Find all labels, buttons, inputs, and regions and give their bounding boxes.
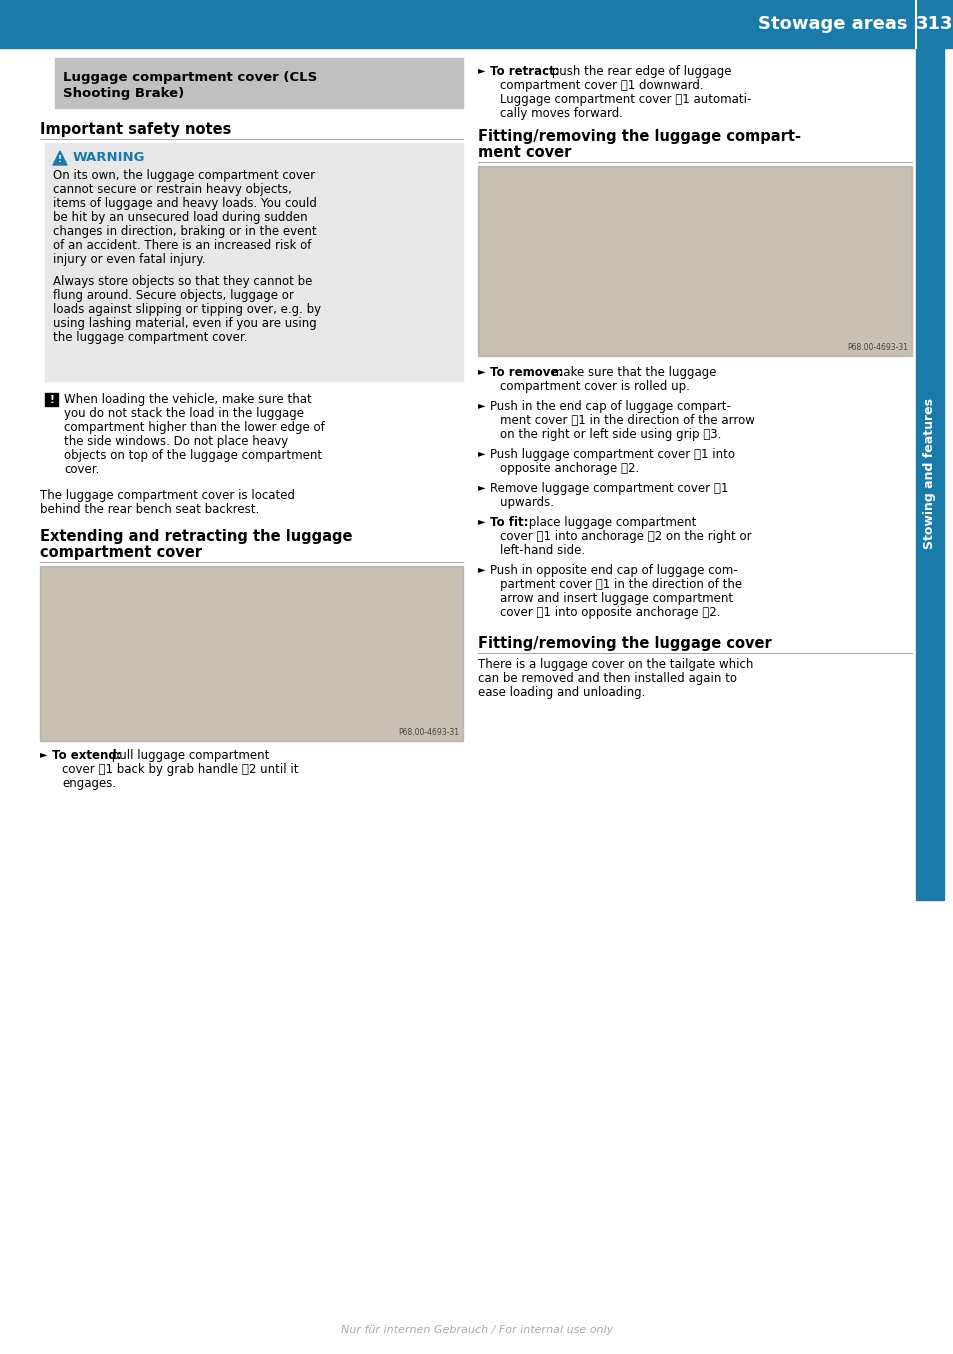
Text: compartment cover ␶1 downward.: compartment cover ␶1 downward. — [499, 79, 703, 92]
Bar — [40, 566, 462, 741]
Text: cover ␶1 back by grab handle ␶2 until it: cover ␶1 back by grab handle ␶2 until it — [62, 764, 298, 776]
Text: There is a luggage cover on the tailgate which: There is a luggage cover on the tailgate… — [477, 658, 753, 672]
Text: changes in direction, braking or in the event: changes in direction, braking or in the … — [53, 225, 316, 238]
Text: partment cover ␶1 in the direction of the: partment cover ␶1 in the direction of th… — [499, 578, 741, 590]
Text: injury or even fatal injury.: injury or even fatal injury. — [53, 253, 205, 265]
Text: push the rear edge of luggage: push the rear edge of luggage — [547, 65, 731, 79]
Text: the luggage compartment cover.: the luggage compartment cover. — [53, 330, 247, 344]
Text: cover.: cover. — [64, 463, 99, 477]
Bar — [55, 58, 462, 108]
Text: on the right or left side using grip ␶3.: on the right or left side using grip ␶3. — [499, 428, 720, 441]
Text: To retract:: To retract: — [490, 65, 559, 79]
Bar — [45, 393, 58, 406]
Text: ►: ► — [477, 366, 485, 376]
Text: Luggage compartment cover ␶1 automati-: Luggage compartment cover ␶1 automati- — [499, 93, 751, 106]
Text: Nur für internen Gebrauch / For internal use only: Nur für internen Gebrauch / For internal… — [340, 1326, 613, 1335]
Text: Extending and retracting the luggage: Extending and retracting the luggage — [40, 529, 352, 544]
Text: P68.00-4693-31: P68.00-4693-31 — [846, 343, 907, 352]
Text: left-hand side.: left-hand side. — [499, 544, 584, 556]
Bar — [477, 167, 911, 356]
Text: pull luggage compartment: pull luggage compartment — [108, 749, 269, 762]
Polygon shape — [53, 152, 67, 165]
Text: opposite anchorage ␶2.: opposite anchorage ␶2. — [499, 462, 639, 475]
Text: On its own, the luggage compartment cover: On its own, the luggage compartment cove… — [53, 169, 314, 181]
Text: Push luggage compartment cover ␶1 into: Push luggage compartment cover ␶1 into — [490, 448, 734, 460]
Text: items of luggage and heavy loads. You could: items of luggage and heavy loads. You co… — [53, 196, 316, 210]
Text: ►: ► — [477, 65, 485, 74]
Text: you do not stack the load in the luggage: you do not stack the load in the luggage — [64, 408, 304, 420]
Text: cover ␶1 into opposite anchorage ␶2.: cover ␶1 into opposite anchorage ␶2. — [499, 607, 720, 619]
Text: WARNING: WARNING — [73, 152, 146, 164]
Text: ►: ► — [477, 448, 485, 458]
Text: To remove:: To remove: — [490, 366, 562, 379]
Text: the side windows. Do not place heavy: the side windows. Do not place heavy — [64, 435, 288, 448]
Text: Stowing and features: Stowing and features — [923, 398, 936, 550]
Text: Always store objects so that they cannot be: Always store objects so that they cannot… — [53, 275, 312, 288]
Text: ►: ► — [477, 516, 485, 525]
Text: ment cover ␶1 in the direction of the arrow: ment cover ␶1 in the direction of the ar… — [499, 414, 754, 427]
Text: compartment cover is rolled up.: compartment cover is rolled up. — [499, 380, 689, 393]
Text: flung around. Secure objects, luggage or: flung around. Secure objects, luggage or — [53, 288, 294, 302]
Text: When loading the vehicle, make sure that: When loading the vehicle, make sure that — [64, 393, 312, 406]
Text: can be removed and then installed again to: can be removed and then installed again … — [477, 672, 737, 685]
Text: To fit:: To fit: — [490, 516, 528, 529]
Text: of an accident. There is an increased risk of: of an accident. There is an increased ri… — [53, 240, 311, 252]
Bar — [45, 144, 462, 380]
Text: objects on top of the luggage compartment: objects on top of the luggage compartmen… — [64, 450, 322, 462]
Text: ment cover: ment cover — [477, 145, 571, 160]
Text: Fitting/removing the luggage compart-: Fitting/removing the luggage compart- — [477, 129, 801, 144]
Text: engages.: engages. — [62, 777, 116, 789]
Text: ease loading and unloading.: ease loading and unloading. — [477, 686, 644, 699]
Text: cannot secure or restrain heavy objects,: cannot secure or restrain heavy objects, — [53, 183, 292, 196]
Bar — [42, 567, 460, 739]
Text: cally moves forward.: cally moves forward. — [499, 107, 622, 121]
Text: using lashing material, even if you are using: using lashing material, even if you are … — [53, 317, 316, 330]
Text: upwards.: upwards. — [499, 496, 554, 509]
Text: Luggage compartment cover (CLS: Luggage compartment cover (CLS — [63, 70, 317, 84]
Text: The luggage compartment cover is located: The luggage compartment cover is located — [40, 489, 294, 502]
Text: Shooting Brake): Shooting Brake) — [63, 87, 184, 100]
Text: Important safety notes: Important safety notes — [40, 122, 232, 137]
Text: Stowage areas: Stowage areas — [758, 15, 907, 32]
Text: loads against slipping or tipping over, e.g. by: loads against slipping or tipping over, … — [53, 303, 321, 315]
Text: Push in the end cap of luggage compart-: Push in the end cap of luggage compart- — [490, 399, 730, 413]
Text: !: ! — [58, 156, 62, 164]
Bar — [0, 0, 953, 47]
Text: ►: ► — [40, 749, 48, 760]
Text: arrow and insert luggage compartment: arrow and insert luggage compartment — [499, 592, 732, 605]
Text: !: ! — [49, 395, 54, 405]
Bar — [915, 47, 943, 900]
Text: behind the rear bench seat backrest.: behind the rear bench seat backrest. — [40, 502, 259, 516]
Text: compartment higher than the lower edge of: compartment higher than the lower edge o… — [64, 421, 324, 435]
Text: make sure that the luggage: make sure that the luggage — [547, 366, 716, 379]
Text: Fitting/removing the luggage cover: Fitting/removing the luggage cover — [477, 636, 771, 651]
Bar — [479, 168, 909, 353]
Text: ►: ► — [477, 565, 485, 574]
Text: ►: ► — [477, 399, 485, 410]
Text: Push in opposite end cap of luggage com-: Push in opposite end cap of luggage com- — [490, 565, 737, 577]
Text: compartment cover: compartment cover — [40, 546, 202, 561]
Text: cover ␶1 into anchorage ␶2 on the right or: cover ␶1 into anchorage ␶2 on the right … — [499, 529, 751, 543]
Text: To extend:: To extend: — [52, 749, 121, 762]
Text: P68.00-4693-31: P68.00-4693-31 — [397, 728, 458, 737]
Text: Remove luggage compartment cover ␶1: Remove luggage compartment cover ␶1 — [490, 482, 727, 496]
Text: place luggage compartment: place luggage compartment — [524, 516, 696, 529]
Text: 313: 313 — [915, 15, 953, 32]
Text: ►: ► — [477, 482, 485, 492]
Text: be hit by an unsecured load during sudden: be hit by an unsecured load during sudde… — [53, 211, 307, 223]
